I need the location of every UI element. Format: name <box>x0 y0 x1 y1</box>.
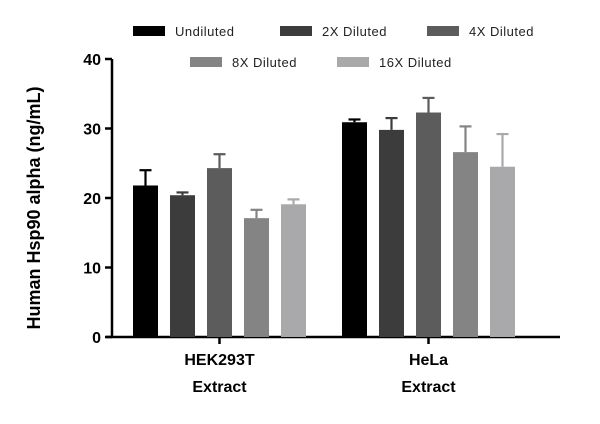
y-tick-label: 10 <box>83 261 101 278</box>
bar <box>453 152 478 337</box>
bars <box>133 96 515 338</box>
group-label: Extract <box>401 379 456 396</box>
legend-swatch <box>190 57 222 67</box>
legend: Undiluted 2X Diluted 4X Diluted 8X Diluted 1… <box>133 24 534 70</box>
y-tick-label: 20 <box>83 191 101 208</box>
labels: 0 10 20 30 40 Human Hsp90 alpha (ng/mL) HEK293… <box>24 52 456 396</box>
legend-label: Undiluted <box>175 24 234 39</box>
bar <box>170 195 195 337</box>
group-label: HeLa <box>409 352 448 369</box>
bar <box>244 218 269 337</box>
legend-swatch <box>280 26 312 36</box>
bar <box>379 129 404 337</box>
y-axis-title: Human Hsp90 alpha (ng/mL) <box>24 86 44 329</box>
group-label: HEK293T <box>184 352 254 369</box>
group-label: Extract <box>192 379 247 396</box>
legend-label: 2X Diluted <box>322 24 387 39</box>
y-tick-label: 0 <box>92 330 101 347</box>
legend-label: 16X Diluted <box>379 55 452 70</box>
y-tick-label: 40 <box>83 52 101 69</box>
bar <box>133 185 158 337</box>
bar <box>416 112 441 337</box>
legend-label: 8X Diluted <box>232 55 297 70</box>
legend-swatch <box>427 26 459 36</box>
legend-label: 4X Diluted <box>469 24 534 39</box>
bar <box>281 204 306 337</box>
y-tick-label: 30 <box>83 122 101 139</box>
legend-swatch <box>337 57 369 67</box>
legend-swatch <box>133 26 165 36</box>
bar <box>490 166 515 337</box>
bar <box>207 168 232 337</box>
bar <box>342 122 367 338</box>
